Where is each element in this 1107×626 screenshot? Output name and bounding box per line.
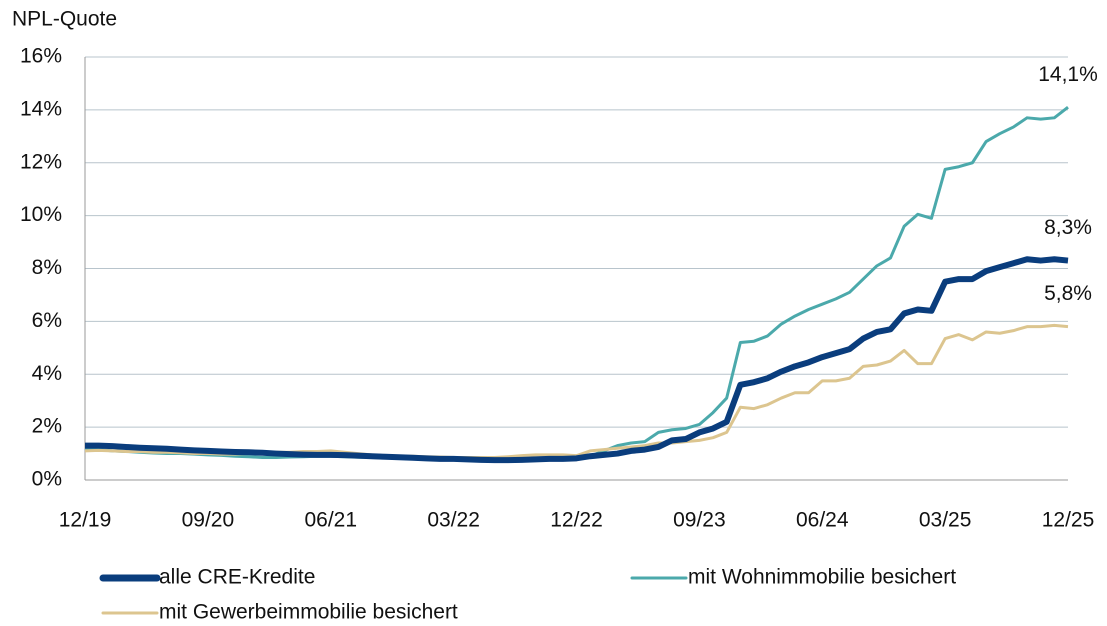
x-tick-label: 06/21: [304, 509, 357, 532]
y-tick-label: 6%: [32, 309, 62, 332]
series-line: [84, 323, 1069, 460]
value-label: 5,8%: [1044, 282, 1092, 305]
y-tick-label: 10%: [20, 203, 62, 226]
series-line: [85, 256, 1069, 464]
legend-label: alle CRE-Kredite: [159, 566, 315, 589]
series-line: [84, 106, 1069, 461]
x-tick-label: 03/22: [427, 509, 480, 532]
y-tick-label: 0%: [32, 468, 62, 491]
x-tick-label: 03/25: [919, 509, 972, 532]
y-tick-label: 2%: [32, 415, 62, 438]
x-tick-label: 12/19: [59, 509, 112, 532]
y-tick-label: 16%: [20, 45, 62, 68]
x-tick-label: 12/25: [1042, 509, 1095, 532]
x-tick-label: 09/23: [673, 509, 726, 532]
value-label: 14,1%: [1038, 63, 1098, 86]
legend-label: mit Gewerbeimmobilie besichert: [159, 601, 458, 624]
y-tick-label: 12%: [20, 150, 62, 173]
x-tick-label: 12/22: [550, 509, 603, 532]
x-tick-label: 06/24: [796, 509, 849, 532]
legend-label: mit Wohnimmobilie besichert: [688, 566, 956, 589]
y-tick-label: 4%: [32, 362, 62, 385]
y-tick-label: 14%: [20, 97, 62, 120]
y-axis-title: NPL-Quote: [12, 8, 117, 31]
value-label: 8,3%: [1044, 216, 1092, 239]
y-tick-label: 8%: [32, 256, 62, 279]
x-tick-label: 09/20: [182, 509, 235, 532]
